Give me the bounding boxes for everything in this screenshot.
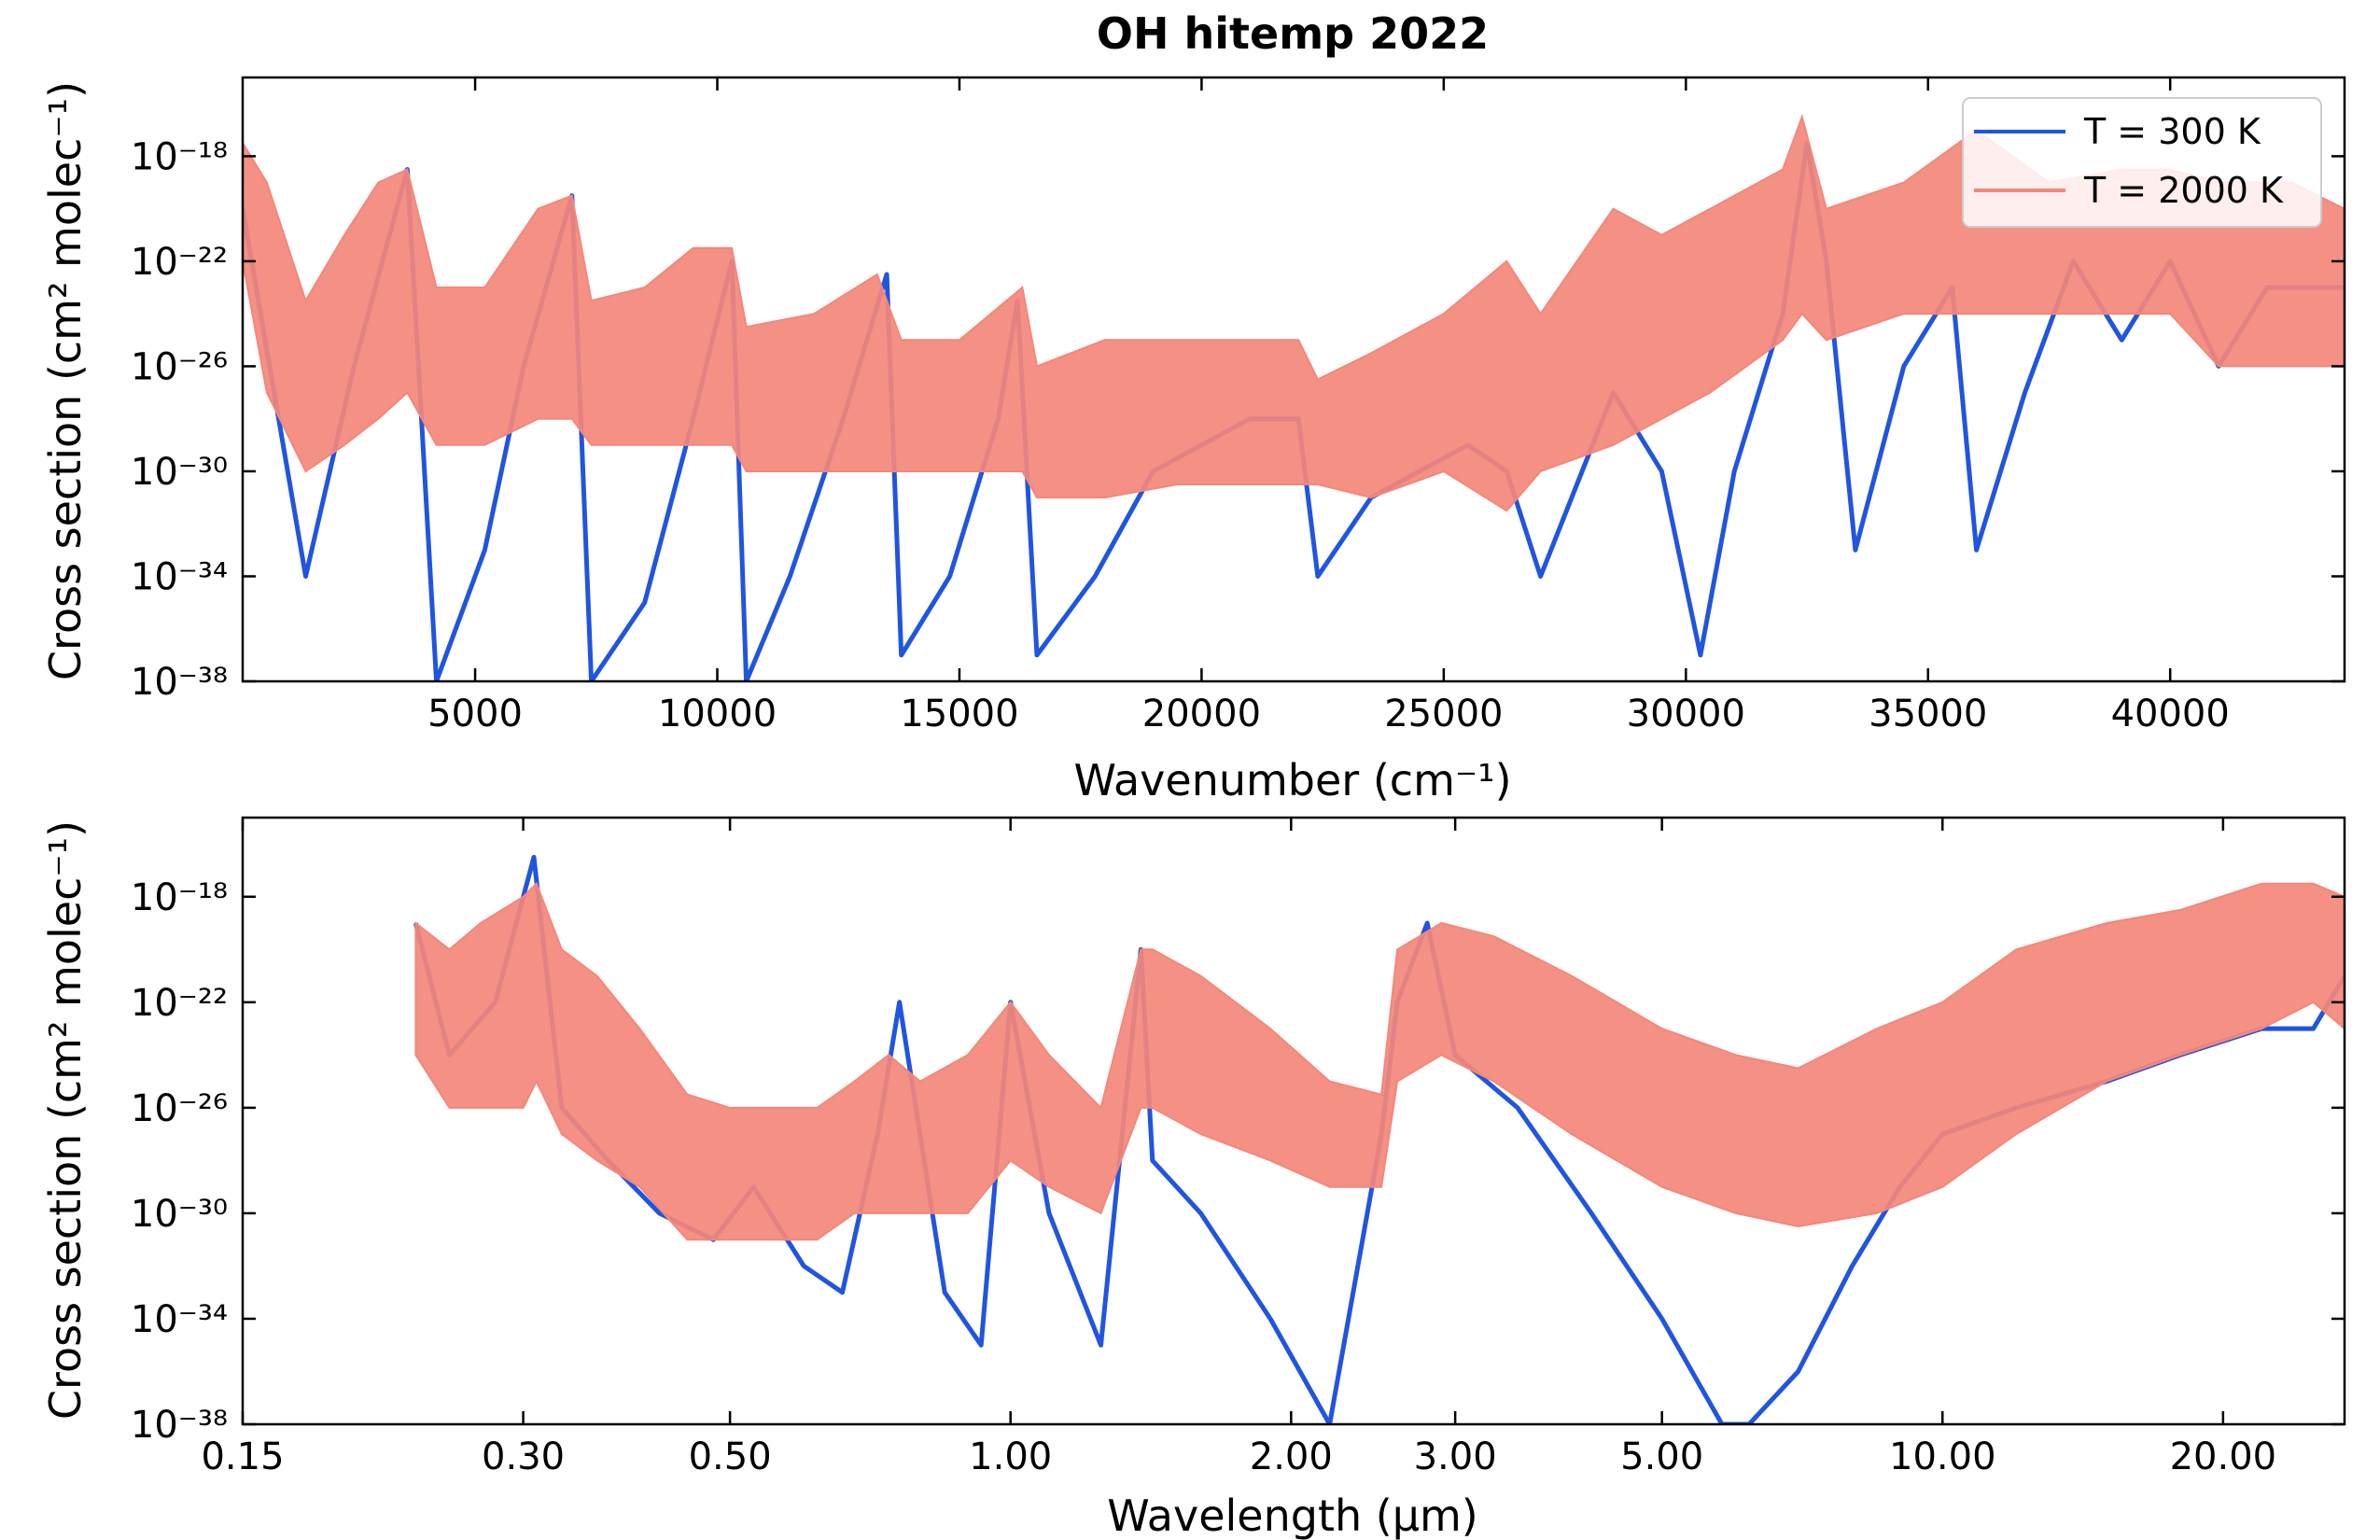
- ticks-wavenumber: 5000 10000 15000 20000 25000 30000 35000 40000 1…: [131, 77, 2345, 735]
- y-tick-label: 10⁻¹⁸: [131, 135, 228, 178]
- x-tick-label: 0.30: [482, 1435, 565, 1478]
- y-tick-label: 10⁻³⁸: [131, 661, 228, 704]
- legend: T = 300 K T = 2000 K: [1962, 97, 2322, 228]
- y-tick-label: 10⁻³⁴: [131, 555, 228, 598]
- y-tick-label: 10⁻³⁴: [131, 1298, 228, 1341]
- panel-wavelength: 0.15 0.30 0.50 1.00 2.00 3.00 5.00 10.00 20.00 10…: [40, 816, 2346, 1540]
- y-tick-label: 10⁻³⁰: [131, 1193, 228, 1236]
- x-tick-label: 5000: [427, 693, 523, 735]
- y-tick-label: 10⁻³⁰: [131, 451, 228, 494]
- x-tick-label: 30000: [1627, 693, 1745, 735]
- y-tick-label: 10⁻¹⁸: [131, 876, 228, 919]
- x-axis-label-wavenumber: Wavenumber (cm⁻¹): [1073, 755, 1511, 805]
- y-tick-label: 10⁻²²: [131, 241, 228, 284]
- y-axis-label-wavelength: Cross section (cm² molec⁻¹): [40, 820, 91, 1420]
- x-axis-label-wavelength: Wavelength (μm): [1107, 1491, 1477, 1540]
- y-tick-label: 10⁻³⁸: [131, 1404, 228, 1447]
- y-tick-label: 10⁻²²: [131, 982, 228, 1025]
- y-axis-label-wavenumber: Cross section (cm² molec⁻¹): [40, 81, 91, 680]
- x-tick-label: 1.00: [969, 1435, 1052, 1478]
- legend-label-2000k: T = 2000 K: [2083, 170, 2284, 211]
- x-tick-label: 2.00: [1250, 1435, 1333, 1478]
- x-tick-label: 5.00: [1620, 1435, 1703, 1478]
- axes-frame-wavenumber: [241, 76, 2346, 683]
- x-tick-label: 25000: [1384, 693, 1503, 735]
- series-band-2000k: [414, 881, 2345, 1241]
- x-tick-label: 40000: [2111, 693, 2230, 735]
- y-tick-label: 10⁻²⁶: [131, 1087, 228, 1130]
- x-tick-label: 0.15: [201, 1435, 284, 1478]
- chart-title: OH hitemp 2022: [1097, 8, 1489, 59]
- legend-label-300k: T = 300 K: [2083, 111, 2261, 152]
- axes-frame-wavelength: [241, 816, 2346, 1426]
- series-group-wavelength: [413, 854, 2345, 1424]
- x-tick-label: 10.00: [1889, 1435, 1996, 1478]
- x-tick-label: 3.00: [1414, 1435, 1497, 1478]
- series-group-wavenumber: [243, 113, 2345, 681]
- x-tick-label: 35000: [1869, 693, 1987, 735]
- x-tick-label: 20.00: [2170, 1435, 2277, 1478]
- x-tick-label: 10000: [658, 693, 777, 735]
- x-tick-label: 15000: [900, 693, 1018, 735]
- x-tick-label: 0.50: [689, 1435, 772, 1478]
- x-tick-label: 20000: [1142, 693, 1261, 735]
- series-band-2000k: [243, 113, 2345, 512]
- y-tick-label: 10⁻²⁶: [131, 345, 228, 388]
- ticks-wavelength: 0.15 0.30 0.50 1.00 2.00 3.00 5.00 10.00 20.00 10…: [131, 818, 2345, 1478]
- panel-wavenumber: 5000 10000 15000 20000 25000 30000 35000 40000 1…: [40, 76, 2346, 805]
